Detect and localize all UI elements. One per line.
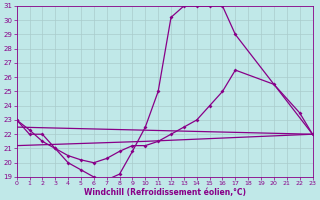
X-axis label: Windchill (Refroidissement éolien,°C): Windchill (Refroidissement éolien,°C) — [84, 188, 245, 197]
